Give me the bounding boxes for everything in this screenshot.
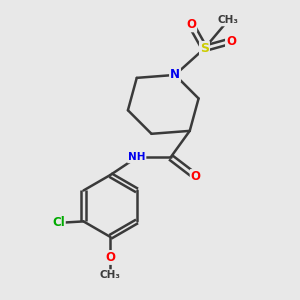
Text: O: O xyxy=(190,170,201,183)
Text: S: S xyxy=(200,42,209,55)
Text: O: O xyxy=(226,34,236,48)
Text: CH₃: CH₃ xyxy=(218,15,239,26)
Text: O: O xyxy=(186,18,196,32)
Text: CH₃: CH₃ xyxy=(100,270,121,280)
Text: O: O xyxy=(105,251,115,264)
Text: Cl: Cl xyxy=(52,216,65,230)
Text: NH: NH xyxy=(128,152,146,162)
Text: N: N xyxy=(170,68,180,81)
